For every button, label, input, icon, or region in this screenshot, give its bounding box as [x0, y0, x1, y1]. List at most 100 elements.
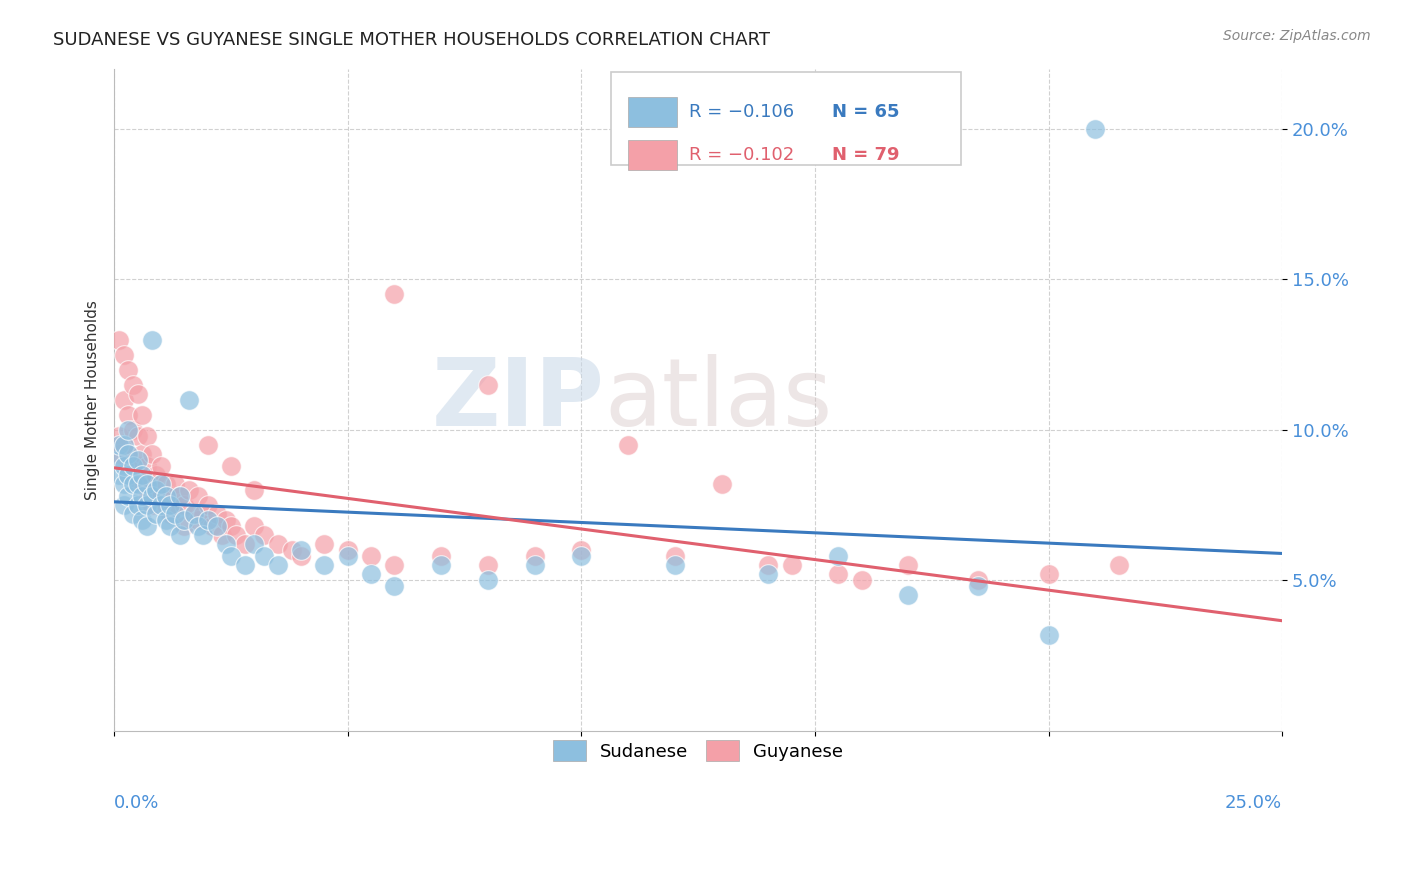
Point [112, 458, 135, 473]
Point [135, 498, 157, 512]
Point [219, 458, 242, 473]
Point [523, 558, 546, 573]
Point [197, 438, 219, 452]
Point [163, 477, 186, 491]
Point [280, 543, 302, 558]
Point [967, 574, 990, 588]
Point [117, 447, 139, 461]
Point [187, 519, 209, 533]
Y-axis label: Single Mother Households: Single Mother Households [86, 300, 100, 500]
Point [569, 543, 592, 558]
Point [1038, 627, 1060, 641]
Point [243, 537, 266, 551]
Point [187, 489, 209, 503]
Point [122, 458, 145, 473]
Point [117, 362, 139, 376]
Point [159, 498, 181, 512]
Point [159, 507, 181, 521]
Point [177, 483, 200, 497]
Point [122, 477, 145, 491]
Point [211, 528, 233, 542]
Text: N = 65: N = 65 [832, 103, 900, 120]
Point [477, 558, 499, 573]
Text: ZIP: ZIP [432, 354, 605, 446]
Point [131, 447, 153, 461]
Text: 0.0%: 0.0% [114, 794, 159, 813]
Point [756, 558, 779, 573]
Point [108, 447, 131, 461]
Point [219, 519, 242, 533]
Point [149, 477, 172, 491]
Point [122, 458, 145, 473]
Point [225, 528, 247, 542]
Legend: Sudanese, Guyanese: Sudanese, Guyanese [546, 733, 851, 768]
Point [267, 558, 290, 573]
Point [155, 489, 177, 503]
Point [201, 519, 224, 533]
Point [108, 429, 131, 443]
Point [108, 333, 131, 347]
Point [149, 489, 172, 503]
Point [183, 507, 205, 521]
Point [205, 507, 228, 521]
Point [233, 558, 256, 573]
Point [197, 513, 219, 527]
Point [267, 537, 290, 551]
Point [141, 498, 163, 512]
Point [163, 507, 186, 521]
Point [780, 558, 803, 573]
Point [215, 513, 238, 527]
Text: 25.0%: 25.0% [1225, 794, 1282, 813]
Point [141, 489, 163, 503]
Point [122, 507, 145, 521]
FancyBboxPatch shape [628, 139, 678, 170]
Text: atlas: atlas [605, 354, 832, 446]
Point [117, 423, 139, 437]
Point [191, 507, 214, 521]
Point [197, 498, 219, 512]
Point [155, 513, 177, 527]
Point [523, 549, 546, 564]
Point [756, 567, 779, 582]
Point [145, 483, 167, 497]
Point [127, 477, 149, 491]
Point [336, 549, 359, 564]
Point [191, 528, 214, 542]
Point [169, 528, 191, 542]
Point [360, 549, 382, 564]
Point [117, 447, 139, 461]
Point [477, 574, 499, 588]
Point [122, 377, 145, 392]
Point [360, 567, 382, 582]
Point [173, 498, 195, 512]
Text: R = −0.106: R = −0.106 [689, 103, 794, 120]
Point [131, 489, 153, 503]
Point [314, 537, 336, 551]
Point [169, 489, 191, 503]
Point [253, 549, 276, 564]
Point [135, 477, 157, 491]
Point [336, 543, 359, 558]
Point [430, 549, 453, 564]
Point [127, 386, 149, 401]
FancyBboxPatch shape [628, 96, 678, 127]
Point [187, 513, 209, 527]
Point [253, 528, 276, 542]
Point [205, 519, 228, 533]
Point [243, 519, 266, 533]
Point [219, 549, 242, 564]
Point [215, 537, 238, 551]
Point [664, 558, 686, 573]
Point [163, 498, 186, 512]
Point [112, 498, 135, 512]
Point [131, 513, 153, 527]
Point [135, 429, 157, 443]
Point [827, 567, 849, 582]
Point [155, 498, 177, 512]
Point [710, 477, 733, 491]
Point [243, 483, 266, 497]
Point [827, 549, 849, 564]
Point [122, 423, 145, 437]
Point [127, 498, 149, 512]
Point [1108, 558, 1130, 573]
